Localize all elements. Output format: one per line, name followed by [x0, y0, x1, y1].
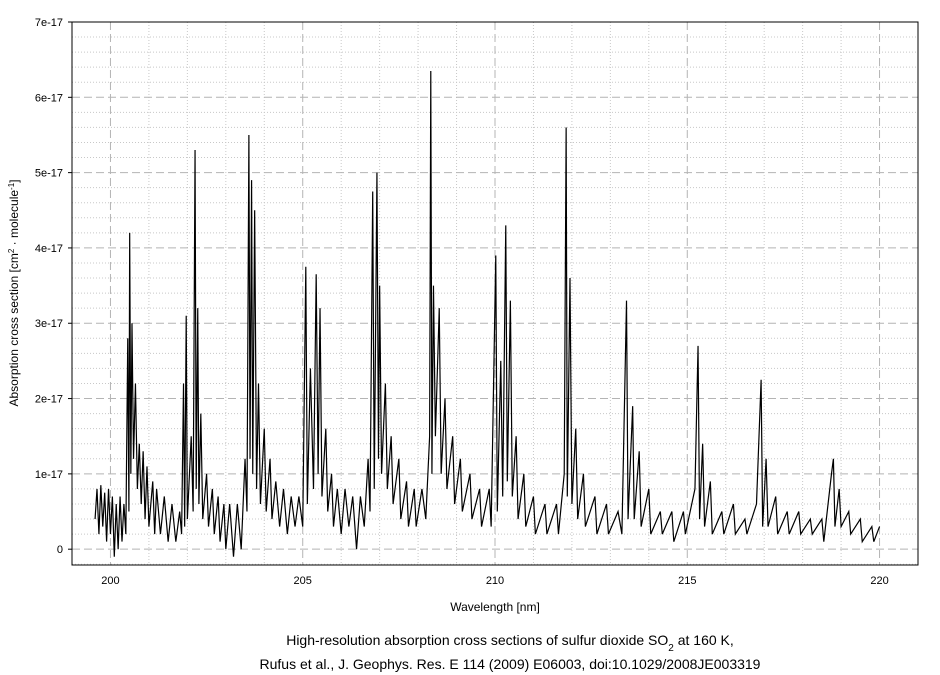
x-tick-label: 215 — [678, 575, 696, 587]
x-tick-label: 205 — [294, 575, 312, 587]
y-tick-label: 2e-17 — [35, 394, 63, 406]
caption-sub: 2 — [668, 643, 674, 654]
y-label-part: Absorption cross section [cm — [7, 253, 21, 406]
y-tick-label: 5e-17 — [35, 168, 63, 180]
x-axis-label: Wavelength [nm] — [450, 600, 540, 614]
x-tick-label: 200 — [101, 575, 119, 587]
spectrum-line — [94, 70, 881, 557]
y-label-sup: 2 — [7, 248, 16, 253]
caption: High-resolution absorption cross section… — [286, 632, 734, 654]
plot-frame — [71, 21, 919, 566]
y-label-part: ] — [7, 179, 21, 182]
y-tick-label: 0 — [57, 544, 63, 556]
x-tick-label: 210 — [486, 575, 504, 587]
y-tick-label: 1e-17 — [35, 469, 63, 481]
caption: Rufus et al., J. Geophys. Res. E 114 (20… — [260, 656, 761, 672]
y-tick-label: 6e-17 — [35, 92, 63, 104]
y-axis-label: Absorption cross section [cm2 · molecule… — [7, 179, 22, 406]
y-label-sup: -1 — [7, 182, 16, 190]
y-tick-label: 7e-17 — [35, 17, 63, 29]
y-label-part: · molecule — [7, 190, 21, 249]
caption-part: at 160 K, — [674, 632, 734, 648]
caption-part: High-resolution absorption cross section… — [286, 632, 668, 648]
y-tick-label: 4e-17 — [35, 243, 63, 255]
y-tick-label: 3e-17 — [35, 318, 63, 330]
x-tick-label: 220 — [870, 575, 888, 587]
